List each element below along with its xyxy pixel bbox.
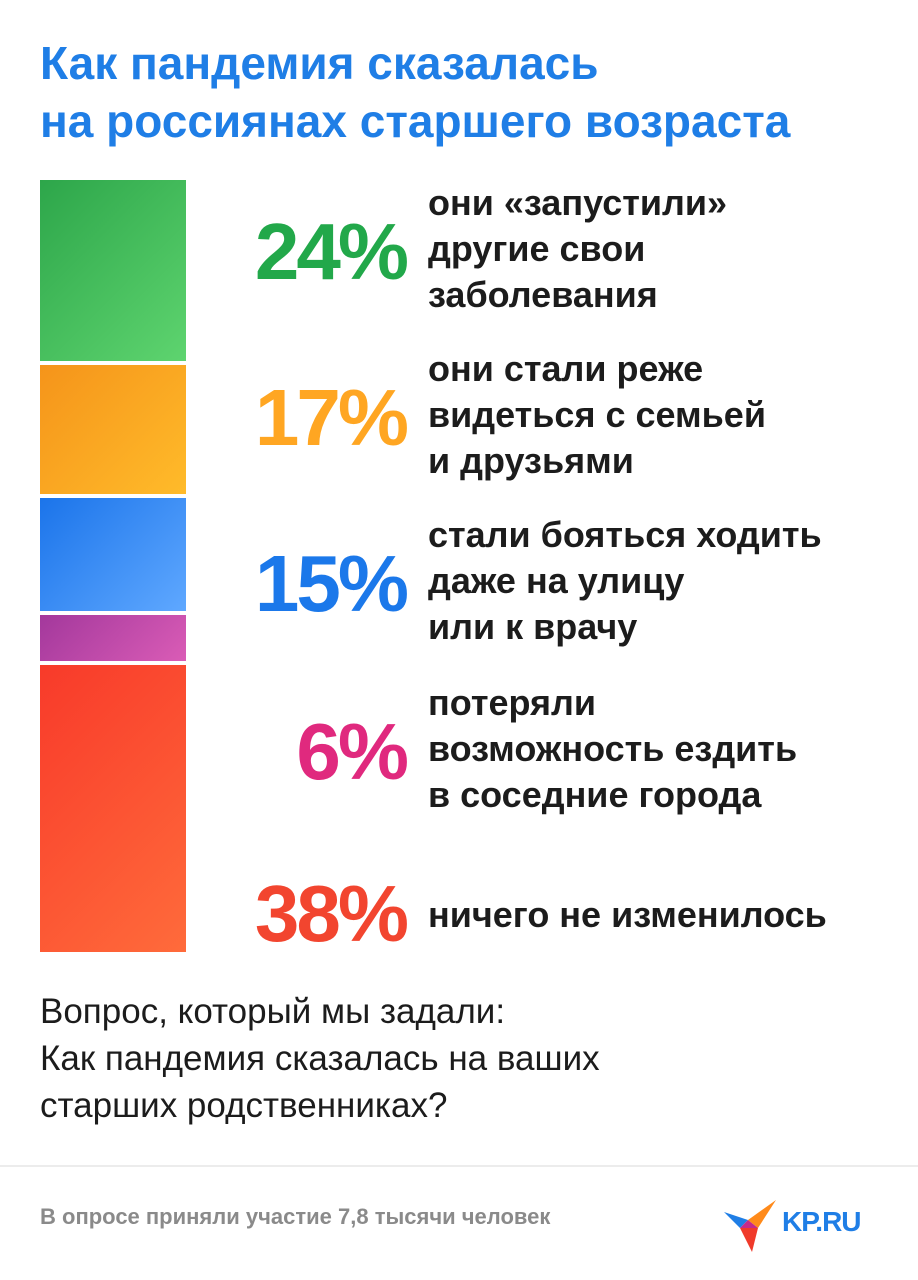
- bar-segment-1: [40, 180, 186, 362]
- category-label-1-line-1: они «запустили»: [428, 182, 728, 223]
- title-line-1: Как пандемия сказалась: [40, 37, 599, 89]
- category-label-3-line-3: или к врачу: [428, 606, 638, 647]
- value-label-6: 6%: [296, 707, 409, 796]
- logo-text: KP.RU: [782, 1206, 862, 1237]
- title-line-2: на россиянах старшего возраста: [40, 95, 791, 147]
- category-label-1: они «запустили» другие свои заболевания: [428, 180, 898, 318]
- value-label-17: 17%: [254, 373, 409, 462]
- bar-segment-2: [40, 365, 186, 494]
- kp-logo: KP.RU: [718, 1194, 888, 1254]
- footer-divider: [0, 1165, 918, 1167]
- category-label-2-line-2: видеться с семьей: [428, 394, 766, 435]
- question-line-3: старших родственниках?: [40, 1086, 448, 1125]
- survey-question: Вопрос, который мы задали: Как пандемия …: [40, 988, 900, 1129]
- value-label-15: 15%: [254, 539, 409, 628]
- category-label-5: ничего не изменилось: [428, 892, 898, 938]
- page-title: Как пандемия сказалась на россиянах стар…: [40, 34, 900, 150]
- question-line-1: Вопрос, который мы задали:: [40, 992, 506, 1031]
- category-label-2: они стали реже видеться с семьей и друзь…: [428, 346, 898, 484]
- kp-bird-logo-icon: [724, 1200, 776, 1252]
- category-label-4-line-2: возможность ездить: [428, 728, 798, 769]
- category-label-3-line-2: даже на улицу: [428, 560, 685, 601]
- category-label-2-line-1: они стали реже: [428, 348, 704, 389]
- category-label-3-line-1: стали бояться ходить: [428, 514, 822, 555]
- category-label-1-line-2: другие свои: [428, 228, 646, 269]
- category-label-4-line-1: потеряли: [428, 682, 597, 723]
- question-line-2: Как пандемия сказалась на ваших: [40, 1039, 600, 1078]
- category-label-1-line-3: заболевания: [428, 274, 658, 315]
- bar-segment-4: [40, 615, 186, 661]
- value-label-24: 24%: [254, 207, 409, 296]
- value-label-38: 38%: [254, 869, 409, 958]
- category-label-4: потеряли возможность ездить в соседние г…: [428, 680, 898, 818]
- category-label-5-line-1: ничего не изменилось: [428, 894, 827, 935]
- category-label-2-line-3: и друзьями: [428, 440, 634, 481]
- stacked-bar: [40, 180, 186, 952]
- bar-segment-3: [40, 497, 186, 612]
- sample-size-note: В опросе приняли участие 7,8 тысячи чело…: [40, 1204, 551, 1229]
- category-label-3: стали бояться ходить даже на улицу или к…: [428, 512, 898, 650]
- bar-segment-5: [40, 664, 186, 952]
- category-label-4-line-3: в соседние города: [428, 774, 762, 815]
